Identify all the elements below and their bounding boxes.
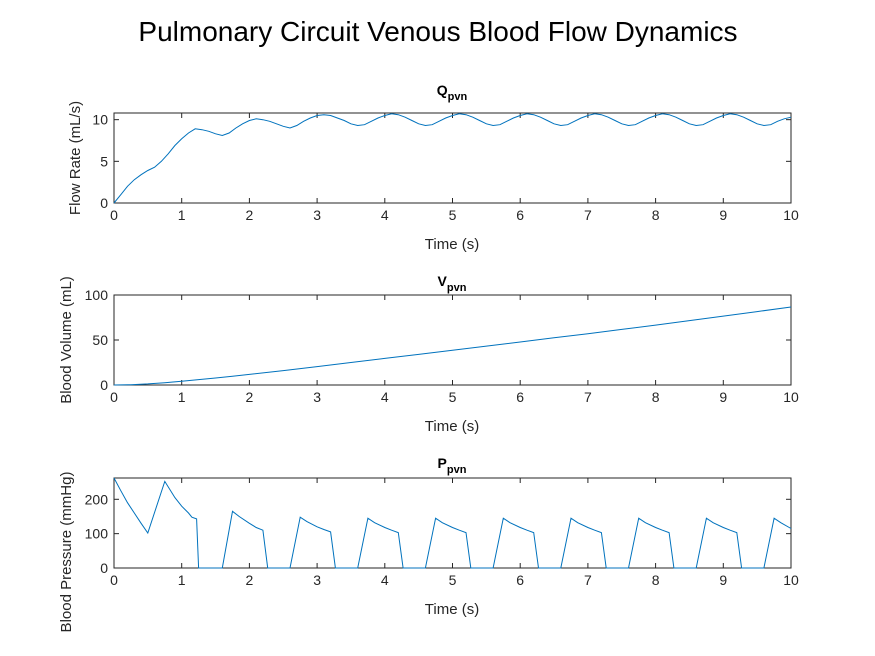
subplot-title: Ppvn [438, 455, 467, 476]
x-tick-label: 9 [719, 389, 727, 405]
x-tick-label: 4 [381, 389, 389, 405]
y-tick-label: 10 [92, 112, 108, 128]
x-tick-label: 4 [381, 207, 389, 223]
series-line [113, 113, 792, 204]
x-tick-label: 9 [719, 572, 727, 588]
x-tick-label: 0 [110, 207, 118, 223]
x-tick-label: 2 [246, 389, 254, 405]
x-tick-label: 1 [178, 572, 186, 588]
x-tick-label: 10 [783, 207, 799, 223]
plot-area [113, 112, 792, 204]
y-tick-label: 0 [100, 195, 108, 211]
subplot-title: Qpvn [437, 82, 468, 103]
x-tick-label: 10 [783, 389, 799, 405]
x-tick-label: 2 [246, 572, 254, 588]
plot-area [113, 477, 792, 569]
y-axis-label: Blood Pressure (mmHg) [58, 472, 75, 633]
x-axis-label: Time (s) [425, 236, 479, 253]
x-tick-label: 5 [449, 389, 457, 405]
x-tick-label: 6 [516, 207, 524, 223]
x-tick-label: 7 [584, 207, 592, 223]
series-line [113, 477, 792, 569]
y-tick-label: 50 [92, 332, 108, 348]
x-tick-label: 6 [516, 389, 524, 405]
x-tick-label: 5 [449, 207, 457, 223]
x-tick-label: 8 [652, 207, 660, 223]
y-axis-label: Blood Volume (mL) [58, 276, 75, 404]
subplot-title: Vpvn [438, 273, 467, 294]
x-tick-label: 1 [178, 207, 186, 223]
x-tick-label: 8 [652, 389, 660, 405]
figure-title: Pulmonary Circuit Venous Blood Flow Dyna… [138, 16, 737, 47]
subplot-blood-pressure: Ppvn Time (s) Blood Pressure (mmHg) 0 1 2 3… [58, 455, 799, 632]
x-tick-label: 7 [584, 389, 592, 405]
x-tick-label: 0 [110, 572, 118, 588]
subplot-blood-volume: Vpvn Time (s) Blood Volume (mL) 0 1 2 3 4 5 6 7… [58, 273, 799, 435]
x-tick-label: 10 [783, 572, 799, 588]
x-tick-label: 2 [246, 207, 254, 223]
x-axis-label: Time (s) [425, 418, 479, 435]
x-tick-label: 9 [719, 207, 727, 223]
x-tick-label: 1 [178, 389, 186, 405]
x-tick-label: 3 [313, 389, 321, 405]
subplot-flow-rate: Qpvn Time (s) Flow Rate (mL/s) 0 1 2 3 4 5 6 7 8… [67, 82, 799, 253]
x-tick-label: 3 [313, 572, 321, 588]
x-tick-label: 5 [449, 572, 457, 588]
x-tick-label: 7 [584, 572, 592, 588]
x-tick-label: 6 [516, 572, 524, 588]
y-tick-label: 100 [85, 287, 109, 303]
y-tick-label: 100 [85, 526, 109, 542]
x-tick-label: 0 [110, 389, 118, 405]
y-tick-label: 200 [85, 491, 109, 507]
plot-area [113, 294, 792, 386]
y-tick-label: 5 [100, 153, 108, 169]
x-axis-label: Time (s) [425, 601, 479, 618]
y-tick-label: 0 [100, 560, 108, 576]
x-tick-label: 4 [381, 572, 389, 588]
y-tick-label: 0 [100, 377, 108, 393]
x-tick-label: 3 [313, 207, 321, 223]
y-axis-label: Flow Rate (mL/s) [67, 101, 84, 215]
series-line [113, 306, 792, 386]
x-tick-label: 8 [652, 572, 660, 588]
